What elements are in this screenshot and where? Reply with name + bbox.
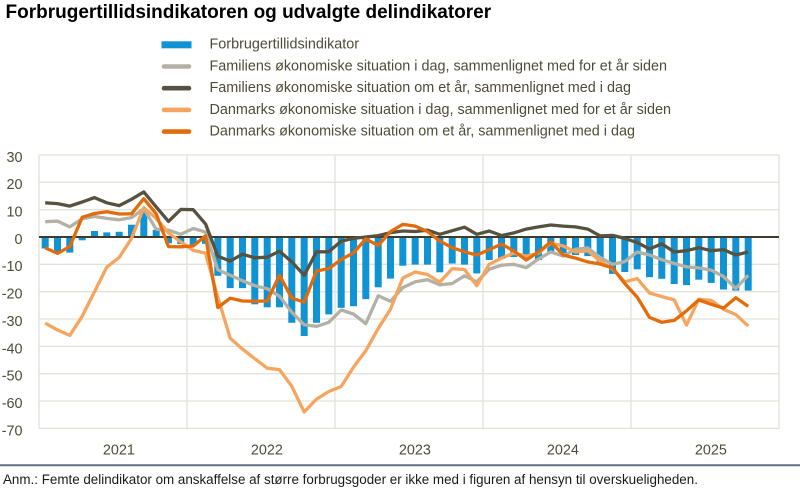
- svg-text:0: 0: [14, 232, 22, 248]
- svg-text:Forbrugertillidsindikatoren og: Forbrugertillidsindikatoren og udvalgte …: [6, 2, 492, 23]
- svg-text:Anm.: Femte delindikator om an: Anm.: Femte delindikator om anskaffelse …: [3, 472, 698, 487]
- svg-text:20: 20: [6, 177, 22, 193]
- svg-text:-30: -30: [2, 314, 23, 330]
- svg-text:2021: 2021: [103, 443, 135, 459]
- svg-text:2025: 2025: [695, 443, 727, 459]
- svg-text:2024: 2024: [547, 443, 579, 459]
- svg-text:-10: -10: [2, 259, 23, 275]
- svg-text:10: 10: [6, 205, 22, 221]
- svg-text:-40: -40: [2, 341, 23, 357]
- svg-text:-20: -20: [2, 287, 23, 303]
- svg-text:Danmarks økonomiske situation: Danmarks økonomiske situation i dag, sam…: [210, 102, 672, 118]
- svg-text:Danmarks økonomiske situation: Danmarks økonomiske situation om et år, …: [210, 124, 636, 140]
- svg-text:-60: -60: [2, 396, 23, 412]
- svg-text:-70: -70: [2, 423, 23, 439]
- svg-text:Familiens økonomiske situation: Familiens økonomiske situation i dag, sa…: [210, 58, 668, 74]
- svg-text:Familiens økonomiske situation: Familiens økonomiske situation om et år,…: [210, 80, 632, 96]
- svg-text:30: 30: [6, 150, 22, 166]
- svg-text:2022: 2022: [251, 443, 283, 459]
- svg-text:-50: -50: [2, 369, 23, 385]
- svg-text:2023: 2023: [399, 443, 431, 459]
- svg-text:Forbrugertillidsindikator: Forbrugertillidsindikator: [210, 37, 360, 53]
